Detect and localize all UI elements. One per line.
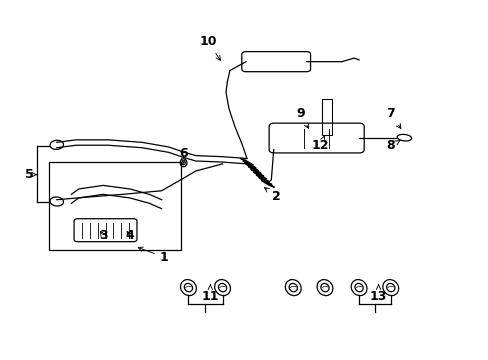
Text: 8: 8: [386, 139, 400, 152]
Text: 2: 2: [264, 188, 280, 203]
Text: 9: 9: [296, 107, 308, 128]
Text: 5: 5: [24, 168, 37, 181]
Text: 12: 12: [311, 136, 328, 152]
Text: 6: 6: [179, 147, 187, 163]
Text: 1: 1: [138, 247, 168, 264]
Text: 3: 3: [99, 229, 107, 242]
Text: 13: 13: [369, 284, 386, 303]
Text: 7: 7: [386, 107, 400, 129]
Bar: [49, 162, 181, 250]
Text: 10: 10: [199, 35, 220, 60]
Text: 11: 11: [201, 284, 219, 303]
Text: 4: 4: [125, 229, 134, 242]
Bar: [321, 99, 331, 135]
